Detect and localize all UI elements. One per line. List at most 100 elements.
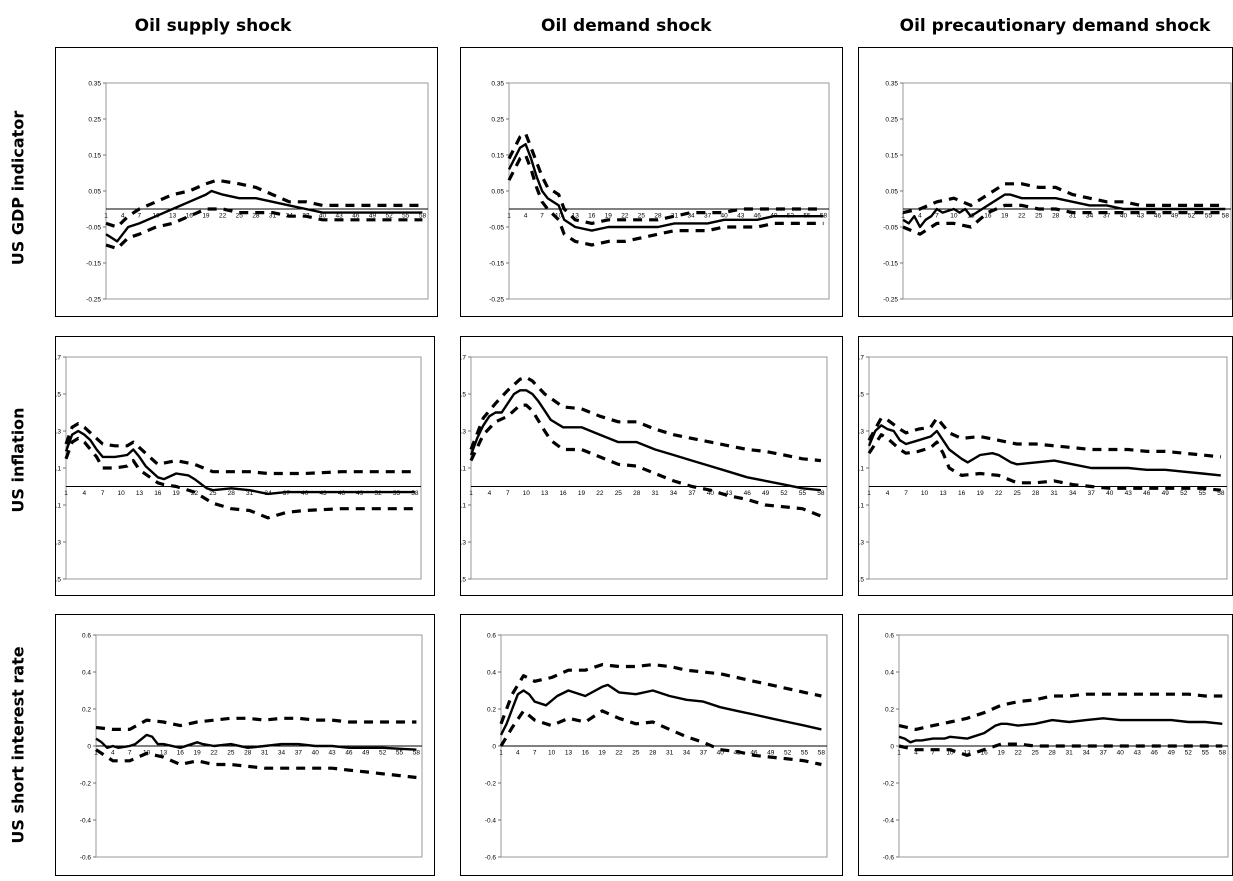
x-tick-label: 55 xyxy=(402,213,410,220)
x-tick-label: 4 xyxy=(121,213,125,220)
y-tick-label: -0.25 xyxy=(86,297,101,304)
confidence-band-lower xyxy=(867,433,1221,492)
chart-svg: 0.60.40.20-0.2-0.4-0.61 4 7 10 13 16 19 22 25 28 3… xyxy=(80,633,423,862)
x-tick-label: 40 xyxy=(707,490,715,497)
x-tick-label: 34 xyxy=(683,750,691,757)
x-tick-label: 40 xyxy=(1120,213,1128,220)
x-tick-label: 19 xyxy=(202,213,210,220)
y-tick-label: 0.6 xyxy=(82,633,91,640)
chart-panel-r1-c2: 0.7 0.5 0.3 0.1 -0.1 -0.3 -0.5 1 4 7 10 13 16 19 22 25 2… xyxy=(858,336,1233,596)
x-tick-label: 28 xyxy=(228,490,236,497)
y-tick-label: -0.5 xyxy=(461,577,466,584)
y-tick-label: 0.25 xyxy=(885,117,898,124)
chart-svg: 0.35 0.25 0.15 0.05 -0.05 -0.15 -0.25 1 4 7 10 13 16… xyxy=(489,81,830,304)
x-tick-label: 10 xyxy=(555,213,563,220)
y-tick-label: 0.05 xyxy=(88,189,101,196)
y-tick-label: 0.35 xyxy=(491,81,504,88)
x-tick-label: 43 xyxy=(737,213,745,220)
x-tick-label: 58 xyxy=(1217,490,1225,497)
x-tick-label: 25 xyxy=(1035,213,1043,220)
x-tick-label: 10 xyxy=(950,213,958,220)
x-tick-label: 16 xyxy=(588,213,596,220)
confidence-band-upper xyxy=(499,663,822,725)
x-tick-label: 31 xyxy=(666,750,674,757)
x-tick-label: 13 xyxy=(565,750,573,757)
x-tick-label: 40 xyxy=(301,490,309,497)
chart-svg: 0.60.40.20-0.2-0.4-0.61 4 7 10 13 16 19 22 25 28 3… xyxy=(883,633,1229,862)
chart-panel-r2-c0: 0.6 0.4 0.2 0 -0.2 -0.4 -0.6 1 4 7 10 13 16 19 22 25 28 3… xyxy=(55,614,435,876)
row-title-wrap-gdp: US GDP indicator xyxy=(0,60,36,316)
x-tick-label: 10 xyxy=(523,490,531,497)
y-tick-label: -0.4 xyxy=(883,818,895,825)
x-tick-label: 37 xyxy=(283,490,291,497)
chart-svg: 0.7 0.5 0.3 0.1 -0.1 -0.3 -0.5 1 4 7 10 13 16 19 22 25 2… xyxy=(859,355,1228,584)
x-tick-label: 31 xyxy=(1051,490,1059,497)
y-tick-label: 0.5 xyxy=(859,392,864,399)
y-tick-label: 0.5 xyxy=(56,392,61,399)
x-tick-label: 52 xyxy=(1180,490,1188,497)
x-tick-label: 28 xyxy=(252,213,260,220)
y-tick-label: -0.2 xyxy=(80,781,92,788)
x-tick-label: 49 xyxy=(1162,490,1170,497)
row-title-wrap-inflation: US inflation xyxy=(0,325,36,595)
x-tick-label: 46 xyxy=(744,490,752,497)
y-tick-label: 0.2 xyxy=(82,707,91,714)
x-tick-label: 7 xyxy=(128,750,132,757)
x-tick-label: 10 xyxy=(921,490,929,497)
y-tick-label: -0.2 xyxy=(883,781,895,788)
x-tick-label: 37 xyxy=(688,490,696,497)
x-tick-label: 7 xyxy=(935,213,939,220)
x-tick-label: 34 xyxy=(670,490,678,497)
x-tick-label: 22 xyxy=(210,750,218,757)
confidence-band-lower xyxy=(499,709,822,767)
x-tick-label: 58 xyxy=(818,750,826,757)
confidence-band-lower xyxy=(95,748,417,780)
x-tick-label: 31 xyxy=(261,750,269,757)
x-tick-label: 16 xyxy=(559,490,567,497)
x-tick-label: 4 xyxy=(918,213,922,220)
y-tick-label: -0.1 xyxy=(859,503,864,510)
y-tick-label: 0 xyxy=(492,744,496,751)
y-tick-label: 0.4 xyxy=(82,670,91,677)
x-tick-label: 22 xyxy=(1018,213,1026,220)
x-tick-label: 46 xyxy=(1143,490,1151,497)
impulse-response-line xyxy=(898,717,1223,744)
y-tick-label: 0.15 xyxy=(885,153,898,160)
y-tick-label: 0.3 xyxy=(859,429,864,436)
x-tick-label: 16 xyxy=(186,213,194,220)
y-tick-label: -0.05 xyxy=(489,225,504,232)
x-tick-label: 1 xyxy=(94,750,98,757)
y-tick-label: 0.1 xyxy=(56,466,61,473)
x-tick-label: 4 xyxy=(886,490,890,497)
x-tick-label: 52 xyxy=(379,750,387,757)
x-tick-label: 49 xyxy=(762,490,770,497)
y-tick-label: -0.6 xyxy=(485,855,497,862)
y-tick-label: -0.3 xyxy=(859,540,864,547)
y-tick-label: 0 xyxy=(890,744,894,751)
x-tick-label: 25 xyxy=(227,750,235,757)
column-title-oil-demand: Oil demand shock xyxy=(541,16,712,36)
y-tick-label: 0.2 xyxy=(487,707,496,714)
chart-panel-r2-c1: 0.6 0.4 0.2 0 -0.2 -0.4 -0.6 1 4 7 10 13 16 19 22 25 28 3… xyxy=(460,614,843,876)
row-title-us-inflation: US inflation xyxy=(8,407,28,513)
x-tick-label: 22 xyxy=(1015,750,1023,757)
y-tick-label: 0.3 xyxy=(461,429,466,436)
x-tick-label: 19 xyxy=(605,213,613,220)
x-tick-label: 52 xyxy=(386,213,394,220)
confidence-band-lower xyxy=(105,207,423,251)
x-tick-label: 1 xyxy=(469,490,473,497)
x-tick-label: 40 xyxy=(1117,750,1125,757)
y-tick-label: 0 xyxy=(87,744,91,751)
x-tick-label: 1 xyxy=(499,750,503,757)
x-tick-label: 19 xyxy=(194,750,202,757)
x-tick-label: 58 xyxy=(411,490,419,497)
x-tick-label: 7 xyxy=(540,213,544,220)
x-tick-label: 13 xyxy=(136,490,144,497)
x-tick-label: 58 xyxy=(419,213,427,220)
y-tick-label: 0.25 xyxy=(88,117,101,124)
confidence-band-upper xyxy=(867,416,1221,459)
x-tick-label: 7 xyxy=(101,490,105,497)
impulse-response-line xyxy=(499,683,822,736)
row-title-us-gdp-indicator: US GDP indicator xyxy=(8,110,28,266)
